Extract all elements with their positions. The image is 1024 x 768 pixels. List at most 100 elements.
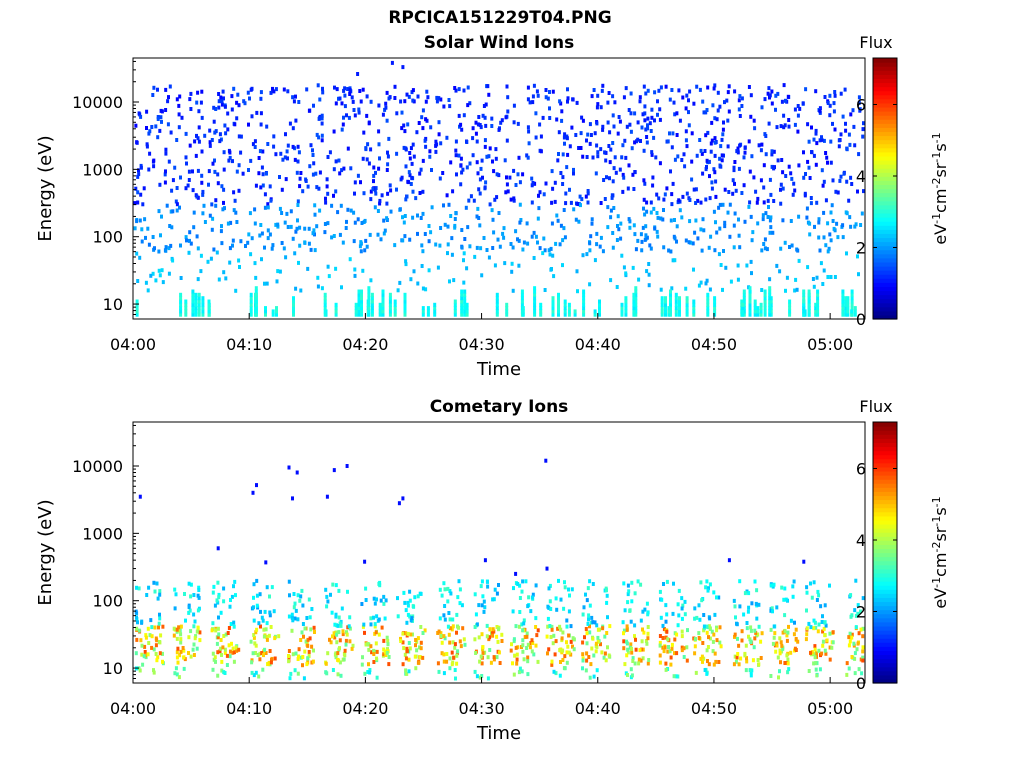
heatmap-cell [632, 223, 636, 228]
heatmap-cell [861, 649, 865, 654]
heatmap-cell [738, 94, 742, 99]
heatmap-cell [215, 250, 219, 255]
heatmap-cell [163, 180, 167, 185]
heatmap-cell [682, 152, 686, 157]
heatmap-cell [360, 296, 363, 301]
heatmap-cell [453, 223, 457, 228]
heatmap-cell [718, 625, 722, 630]
heatmap-cell [561, 152, 565, 157]
heatmap-cell [195, 100, 199, 105]
heatmap-cell [275, 279, 279, 284]
heatmap-cell [398, 207, 402, 212]
heatmap-cell [594, 171, 598, 176]
heatmap-cell [138, 218, 142, 223]
heatmap-cell [303, 649, 307, 654]
heatmap-cell [353, 220, 357, 225]
heatmap-cell [259, 122, 263, 127]
heatmap-cell [372, 615, 375, 620]
heatmap-cell [501, 231, 505, 236]
heatmap-cell [325, 604, 329, 609]
heatmap-cell [353, 191, 356, 196]
heatmap-cell [735, 655, 739, 660]
heatmap-cell [551, 253, 555, 258]
heatmap-cell [821, 183, 825, 188]
heatmap-cell [797, 214, 801, 219]
heatmap-cell [774, 107, 777, 112]
heatmap-cell [449, 591, 453, 596]
heatmap-cell [203, 220, 207, 224]
heatmap-cell [521, 312, 525, 317]
heatmap-cell [763, 246, 767, 251]
heatmap-cell [192, 624, 196, 629]
heatmap-cell [197, 296, 201, 301]
heatmap-cell [477, 187, 481, 192]
heatmap-cell [654, 155, 658, 160]
heatmap-cell [851, 108, 855, 113]
heatmap-cell [587, 655, 591, 659]
heatmap-cell [770, 89, 774, 94]
heatmap-cell [381, 112, 385, 117]
heatmap-cell [655, 192, 659, 197]
heatmap-cell [278, 175, 281, 179]
heatmap-cell [531, 94, 535, 99]
heatmap-cell [169, 243, 173, 248]
heatmap-cell [483, 558, 487, 563]
heatmap-cell [522, 618, 526, 623]
heatmap-cell [737, 107, 741, 112]
heatmap-cell [152, 668, 155, 673]
heatmap-cell [584, 592, 587, 597]
heatmap-cell [857, 631, 861, 636]
heatmap-cell [463, 642, 467, 647]
heatmap-cell [302, 676, 306, 681]
heatmap-cell [414, 666, 418, 671]
heatmap-cell [841, 223, 845, 228]
heatmap-cell [334, 266, 338, 271]
heatmap-cell [572, 647, 576, 652]
colorbar-segment [873, 217, 897, 222]
heatmap-cell [847, 635, 851, 640]
heatmap-cell [426, 309, 430, 314]
heatmap-cell [713, 116, 717, 121]
heatmap-cell [760, 248, 764, 253]
heatmap-cell [495, 312, 499, 317]
heatmap-cell [139, 638, 143, 643]
heatmap-cell [166, 99, 170, 104]
heatmap-cell [714, 194, 718, 199]
heatmap-cell [367, 309, 371, 314]
heatmap-cell [191, 292, 195, 297]
heatmap-cell [264, 171, 268, 176]
heatmap-cell [707, 159, 711, 164]
heatmap-cell [496, 237, 500, 242]
heatmap-cell [468, 161, 472, 166]
heatmap-cell [804, 172, 807, 176]
heatmap-cell [595, 242, 599, 247]
heatmap-cell [779, 660, 782, 665]
heatmap-cell [177, 125, 181, 130]
heatmap-cell [599, 147, 603, 152]
heatmap-cell [743, 150, 747, 155]
heatmap-cell [135, 637, 139, 642]
heatmap-cell [637, 657, 641, 662]
heatmap-cell [655, 229, 659, 234]
heatmap-cell [407, 94, 411, 99]
heatmap-cell [789, 618, 793, 623]
colorbar-segment [873, 446, 897, 452]
heatmap-cell [270, 246, 274, 251]
heatmap-cell [402, 123, 406, 128]
heatmap-cell [217, 632, 221, 637]
heatmap-cell [742, 612, 746, 617]
heatmap-cell [152, 670, 156, 675]
heatmap-cell [700, 248, 704, 253]
heatmap-cell [656, 234, 660, 239]
heatmap-cell [230, 594, 234, 599]
heatmap-cell [566, 99, 569, 104]
heatmap-cell [189, 654, 193, 659]
heatmap-cell [384, 105, 388, 110]
heatmap-cell [428, 154, 432, 159]
heatmap-cell [625, 653, 629, 658]
heatmap-cell [717, 205, 721, 210]
heatmap-cell [716, 90, 720, 95]
heatmap-cell [806, 159, 810, 164]
heatmap-cell [814, 625, 818, 630]
heatmap-cell [634, 309, 638, 314]
